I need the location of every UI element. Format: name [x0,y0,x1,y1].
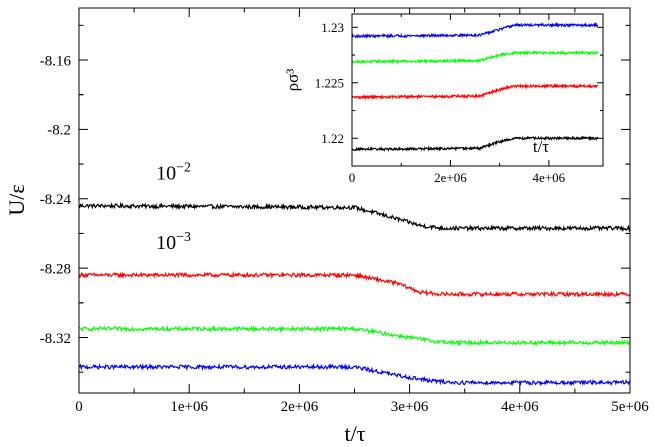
chart-0-xtick-label: 0 [75,399,83,415]
chart-1-ytick-label: 1.22 [321,131,344,146]
chart-0-series-line-4 [78,362,631,387]
chart-0-x-axis-label: t/τ [344,421,365,446]
chart-0-xtick-label: 1e+06 [170,399,208,415]
chart-0-xtick-label: 2e+06 [281,399,319,415]
chart-0-annotation-1: 10−2 [156,161,191,185]
chart-0-annotation-2: 10−3 [156,230,191,254]
chart-0-ytick-label: -8.24 [40,192,72,208]
chart-0-ytick-label: -8.28 [40,261,71,277]
chart-1-series-line-3 [351,82,599,101]
chart-0-xtick-label: 3e+06 [391,399,429,415]
chart-1-ytick-label: 1.23 [321,20,344,35]
chart-0-series-line-1 [78,201,631,233]
chart-1-series-line-2 [351,49,599,65]
chart-0-xtick-label: 4e+06 [501,399,539,415]
chart-1-series-line-4 [351,135,599,152]
chart-1-y-axis-label: ρσ³ [283,69,302,92]
chart-0-y-axis-label: U/ε [4,184,29,215]
inset-plot: 0 2e+06 4e+06 1.22 1.225 1.23 t/τ ρσ³ [283,13,604,185]
chart-1-x-axis-label: t/τ [533,137,549,156]
chart-0-xtick-label: 5e+06 [611,399,649,415]
chart-0-ytick-label: -8.32 [40,331,71,347]
chart-1-xtick-label: 0 [349,170,356,185]
chart-0-ytick-label: -8.2 [47,123,71,139]
chart-1-xtick-label: 2e+06 [434,170,467,185]
chart-1-xtick-label: 4e+06 [533,170,566,185]
chart-1-ytick-label: 1.225 [315,75,344,90]
chart-1-frame [351,13,604,167]
chart-1-series-line-1 [351,21,599,40]
chart-0-series-line-2 [78,270,631,298]
chart-0-ytick-label: -8.16 [40,53,72,69]
chart-0-series-line-3 [78,324,631,347]
chart-1-plot-area [352,14,603,166]
